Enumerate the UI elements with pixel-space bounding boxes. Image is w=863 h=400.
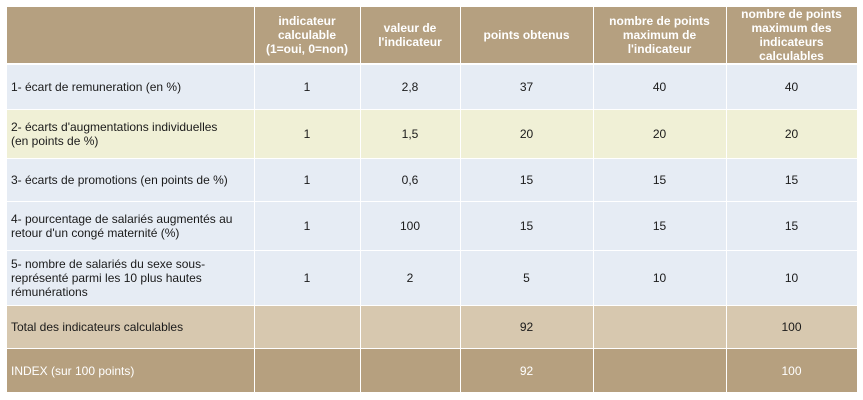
row-label: 3- écarts de promotions (en points de %) bbox=[7, 158, 255, 202]
table-row: 5- nombre de salariés du sexe sous-repré… bbox=[7, 250, 858, 306]
cell-value: 0,6 bbox=[360, 158, 461, 202]
cell-calculable: 1 bbox=[254, 64, 361, 110]
cell-max-points-calculable: 15 bbox=[726, 158, 858, 202]
total-cell-points: 92 bbox=[460, 305, 594, 349]
total-cell-calculable bbox=[254, 305, 361, 349]
header-cell-points: points obtenus bbox=[460, 7, 594, 65]
table-row: 4- pourcentage de salariés augmentés au r… bbox=[7, 201, 858, 251]
cell-value: 100 bbox=[360, 201, 461, 251]
table-row: 2- écarts d'augmentations individuelles(… bbox=[7, 109, 858, 159]
cell-max-points: 40 bbox=[593, 64, 727, 110]
cell-max-points: 15 bbox=[593, 201, 727, 251]
row-label-line: retour d'un congé maternité (%) bbox=[11, 226, 180, 240]
cell-value: 1,5 bbox=[360, 109, 461, 159]
cell-points: 15 bbox=[460, 158, 594, 202]
row-label: 1- écart de remuneration (en %) bbox=[7, 64, 255, 110]
index-cell-max-points bbox=[593, 348, 727, 393]
table-row: 3- écarts de promotions (en points de %)… bbox=[7, 158, 858, 202]
cell-value: 2,8 bbox=[360, 64, 461, 110]
row-label-line: 2- écarts d'augmentations individuelles bbox=[11, 120, 218, 134]
row-label-line: 3- écarts de promotions (en points de %) bbox=[11, 173, 228, 187]
row-label-line: 1- écart de remuneration (en %) bbox=[11, 80, 182, 94]
cell-calculable: 1 bbox=[254, 158, 361, 202]
table-row: 1- écart de remuneration (en %) 1 2,8 37… bbox=[7, 64, 858, 110]
row-label-line: (en points de %) bbox=[11, 134, 99, 148]
cell-points: 5 bbox=[460, 250, 594, 306]
header-cell-value: valeur de l'indicateur bbox=[360, 7, 461, 65]
cell-max-points: 10 bbox=[593, 250, 727, 306]
row-label-line: représenté parmi les 10 plus hautes bbox=[11, 271, 202, 285]
cell-value: 2 bbox=[360, 250, 461, 306]
table-container: indicateur calculable (1=oui, 0=non) val… bbox=[7, 7, 858, 393]
header-cell-max-points: nombre de points maximum de l'indicateur bbox=[593, 7, 727, 65]
cell-max-points: 20 bbox=[593, 109, 727, 159]
cell-max-points-calculable: 20 bbox=[726, 109, 858, 159]
total-label: Total des indicateurs calculables bbox=[7, 305, 255, 349]
index-cell-points: 92 bbox=[460, 348, 594, 393]
row-label-line: rémunérations bbox=[11, 285, 88, 299]
cell-points: 15 bbox=[460, 201, 594, 251]
cell-calculable: 1 bbox=[254, 250, 361, 306]
index-row: INDEX (sur 100 points) 92 100 bbox=[7, 348, 858, 393]
cell-calculable: 1 bbox=[254, 201, 361, 251]
row-label: 5- nombre de salariés du sexe sous-repré… bbox=[7, 250, 255, 306]
cell-points: 20 bbox=[460, 109, 594, 159]
index-label: INDEX (sur 100 points) bbox=[7, 348, 255, 393]
row-label: 4- pourcentage de salariés augmentés au r… bbox=[7, 201, 255, 251]
header-row: indicateur calculable (1=oui, 0=non) val… bbox=[7, 7, 858, 65]
header-cell-indicator bbox=[7, 7, 255, 65]
index-table: indicateur calculable (1=oui, 0=non) val… bbox=[7, 7, 858, 393]
row-label: 2- écarts d'augmentations individuelles(… bbox=[7, 109, 255, 159]
cell-calculable: 1 bbox=[254, 109, 361, 159]
total-cell-max-points bbox=[593, 305, 727, 349]
row-label-line: 4- pourcentage de salariés augmentés au bbox=[11, 212, 233, 226]
cell-max-points: 15 bbox=[593, 158, 727, 202]
cell-points: 37 bbox=[460, 64, 594, 110]
total-row: Total des indicateurs calculables 92 100 bbox=[7, 305, 858, 349]
cell-max-points-calculable: 10 bbox=[726, 250, 858, 306]
header-cell-calculable: indicateur calculable (1=oui, 0=non) bbox=[254, 7, 361, 65]
index-cell-max-points-calculable: 100 bbox=[726, 348, 858, 393]
cell-max-points-calculable: 40 bbox=[726, 64, 858, 110]
index-cell-calculable bbox=[254, 348, 361, 393]
index-cell-value bbox=[360, 348, 461, 393]
row-label-line: 5- nombre de salariés du sexe sous- bbox=[11, 257, 206, 271]
header-cell-max-points-calculable: nombre de points maximum des indicateurs… bbox=[726, 7, 858, 65]
total-cell-max-points-calculable: 100 bbox=[726, 305, 858, 349]
total-cell-value bbox=[360, 305, 461, 349]
cell-max-points-calculable: 15 bbox=[726, 201, 858, 251]
